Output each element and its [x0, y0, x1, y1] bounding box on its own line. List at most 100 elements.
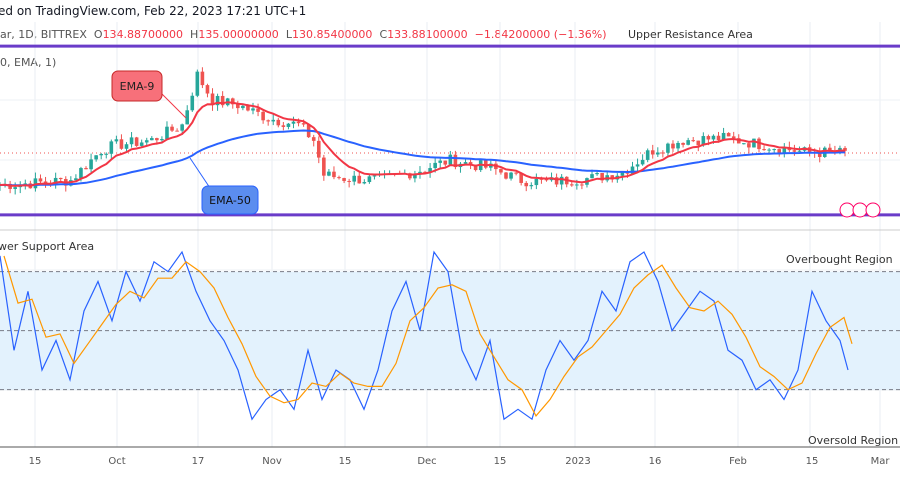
- candle: [372, 175, 377, 177]
- candle: [367, 176, 372, 183]
- candle: [656, 152, 660, 155]
- candle: [519, 173, 523, 183]
- candle: [463, 162, 468, 164]
- candle: [230, 98, 235, 105]
- candle: [499, 169, 503, 173]
- candle: [792, 150, 797, 152]
- candle: [620, 172, 625, 176]
- ema9-line: [0, 101, 846, 187]
- candle: [696, 140, 701, 146]
- candle: [94, 155, 98, 160]
- candle: [817, 153, 822, 157]
- candle: [666, 143, 670, 153]
- stoch-d-line: [3, 255, 853, 417]
- candle: [671, 143, 675, 149]
- candle: [84, 168, 88, 170]
- candle: [74, 178, 78, 181]
- time-axis[interactable]: 15 Oct 17 Nov 15 Dec 15 2023 16 Feb 15 Mar: [29, 456, 891, 467]
- candle: [327, 171, 331, 176]
- stoch-k-line: [0, 250, 849, 421]
- candle: [595, 173, 599, 175]
- candle: [170, 126, 174, 131]
- candle: [721, 132, 726, 141]
- candle: [428, 168, 432, 172]
- candle: [661, 152, 665, 154]
- candle: [311, 137, 316, 141]
- candle: [357, 175, 362, 184]
- candle: [150, 138, 154, 141]
- candle: [600, 173, 604, 181]
- candle: [650, 150, 655, 155]
- ema50-line: [0, 129, 845, 187]
- time-tick: Oct: [108, 456, 125, 467]
- candle: [124, 144, 129, 149]
- h-label: H: [190, 28, 199, 41]
- overbought-label: Overbought Region: [786, 253, 893, 266]
- candle: [681, 142, 685, 145]
- candle: [580, 184, 584, 186]
- resistance-label: Upper Resistance Area: [628, 28, 753, 41]
- candle: [215, 95, 220, 106]
- candle: [337, 177, 341, 179]
- candle: [843, 147, 847, 151]
- candle: [256, 108, 260, 112]
- candle: [569, 184, 574, 186]
- publish-header: ed on TradingView.com, Feb 22, 2023 17:2…: [0, 4, 307, 18]
- candle: [423, 171, 427, 173]
- candle: [539, 178, 544, 180]
- candle: [544, 179, 549, 181]
- support-label: wer Support Area: [0, 240, 94, 253]
- candle: [165, 126, 169, 140]
- candle: [210, 93, 215, 106]
- candle: [38, 178, 43, 182]
- candle: [797, 150, 802, 152]
- indicator-legend: 0, EMA, 1): [0, 56, 57, 69]
- candle: [241, 105, 245, 109]
- candle: [99, 154, 103, 156]
- candle: [119, 139, 124, 149]
- oversold-label: Oversold Region: [808, 434, 898, 447]
- candle: [43, 181, 48, 184]
- candle: [220, 95, 225, 106]
- candle: [752, 138, 756, 148]
- candle: [246, 105, 250, 111]
- candle: [610, 175, 615, 180]
- candle: [205, 85, 210, 94]
- candle: [782, 147, 787, 154]
- candle: [134, 137, 139, 146]
- candle: [408, 173, 412, 179]
- candle: [185, 110, 190, 125]
- candle: [180, 124, 184, 131]
- candle: [504, 172, 508, 179]
- candle: [160, 139, 164, 141]
- candle: [155, 138, 159, 141]
- time-tick: Mar: [871, 456, 891, 467]
- candle: [175, 130, 179, 132]
- candle: [342, 178, 346, 181]
- time-tick: Nov: [262, 456, 282, 467]
- candle: [266, 120, 270, 122]
- candle: [757, 138, 761, 150]
- candle: [691, 140, 696, 142]
- candle: [296, 121, 301, 124]
- ema50-label: EMA-50: [209, 194, 251, 207]
- candle: [58, 177, 63, 180]
- candle: [453, 154, 458, 168]
- candle: [777, 149, 782, 154]
- change-value: −1.84200000 (−1.36%): [474, 28, 607, 41]
- candle: [514, 172, 518, 174]
- candle: [509, 172, 513, 179]
- candle: [261, 111, 265, 121]
- candle: [686, 140, 690, 145]
- candle: [630, 166, 635, 174]
- candle: [828, 147, 832, 151]
- candle: [645, 150, 650, 160]
- time-tick: 16: [649, 456, 662, 467]
- candle: [251, 108, 255, 111]
- candle: [701, 136, 706, 146]
- time-tick: 15: [806, 456, 819, 467]
- candle: [433, 162, 437, 169]
- candle: [731, 136, 736, 139]
- candle: [590, 174, 594, 179]
